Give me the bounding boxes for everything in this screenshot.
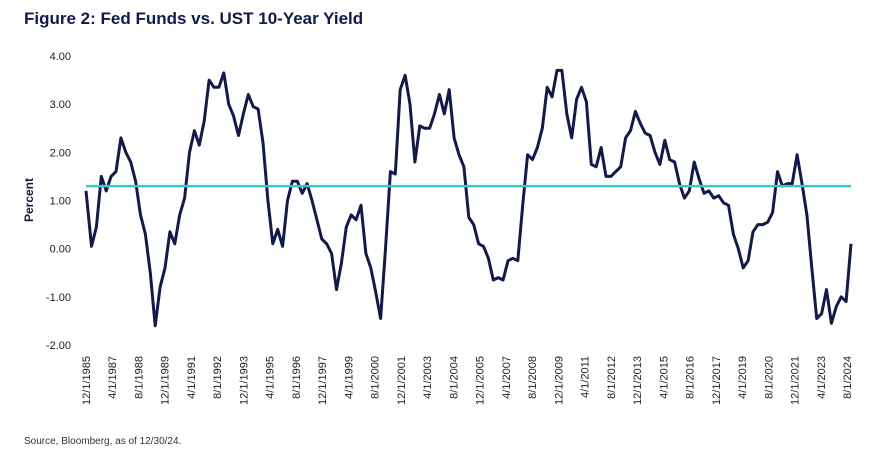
x-tick-label: 8/1/2008 — [527, 356, 539, 399]
x-tick-label: 12/1/2005 — [475, 356, 487, 405]
x-tick-label: 4/1/2015 — [658, 356, 670, 399]
x-tick-label: 8/1/2016 — [685, 356, 697, 399]
series-line-yield-spread — [84, 68, 853, 328]
x-tick-label: 8/1/1992 — [212, 356, 224, 399]
plot-area — [84, 68, 853, 328]
y-tick-labels: 4.00 3.00 2.00 1.00 0.00 -1.00 -2.00 — [46, 51, 71, 352]
x-tick-label: 8/1/2024 — [842, 356, 854, 399]
x-tick-label: 4/1/2007 — [501, 356, 513, 399]
y-tick-label: 2.00 — [50, 147, 71, 159]
x-tick-label: 8/1/2004 — [448, 356, 460, 399]
x-tick-label: 12/1/1985 — [81, 356, 93, 405]
source-note: Source, Bloomberg, as of 12/30/24. — [24, 436, 182, 447]
y-tick-label: -1.00 — [46, 292, 71, 304]
chart-title: Figure 2: Fed Funds vs. UST 10-Year Yiel… — [24, 9, 364, 28]
x-tick-label: 12/1/1993 — [238, 356, 250, 405]
x-tick-label: 12/1/2013 — [632, 356, 644, 405]
y-tick-label: 0.00 — [50, 244, 71, 256]
x-tick-label: 4/1/2003 — [422, 356, 434, 399]
x-tick-label: 8/1/2012 — [606, 356, 618, 399]
x-tick-label: 4/1/2019 — [737, 356, 749, 399]
x-tick-label: 12/1/2021 — [790, 356, 802, 405]
x-tick-label: 12/1/1997 — [317, 356, 329, 405]
y-tick-label: 1.00 — [50, 196, 71, 208]
x-tick-label: 4/1/1999 — [343, 356, 355, 399]
y-tick-label: 3.00 — [50, 99, 71, 111]
x-tick-label: 12/1/2001 — [396, 356, 408, 405]
x-tick-label: 4/1/2023 — [816, 356, 828, 399]
y-tick-label: 4.00 — [50, 51, 71, 63]
x-tick-label: 12/1/2009 — [553, 356, 565, 405]
x-tick-labels: 12/1/1985 4/1/1987 8/1/1988 12/1/1989 4/1/19… — [81, 356, 854, 405]
x-tick-label: 4/1/1991 — [186, 356, 198, 399]
x-tick-label: 4/1/1995 — [265, 356, 277, 399]
x-tick-label: 12/1/1989 — [160, 356, 172, 405]
x-tick-label: 8/1/2020 — [763, 356, 775, 399]
x-tick-label: 8/1/1988 — [133, 356, 145, 399]
x-tick-label: 8/1/2000 — [370, 356, 382, 399]
x-tick-label: 4/1/1987 — [107, 356, 119, 399]
x-tick-label: 8/1/1996 — [291, 356, 303, 399]
x-tick-label: 12/1/2017 — [711, 356, 723, 405]
x-tick-label: 4/1/2011 — [580, 356, 592, 398]
y-axis-label: Percent — [22, 178, 36, 222]
y-tick-label: -2.00 — [46, 340, 71, 352]
